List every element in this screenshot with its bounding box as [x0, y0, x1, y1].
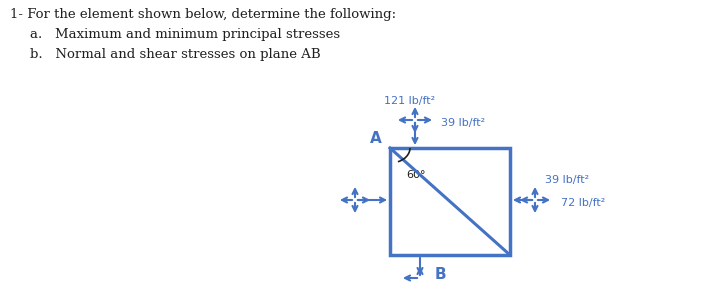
Text: A: A [370, 131, 382, 146]
Bar [390, 148, 510, 255]
Text: b.   Normal and shear stresses on plane AB: b. Normal and shear stresses on plane AB [30, 48, 320, 61]
Text: 39 lb/ft²: 39 lb/ft² [441, 118, 485, 128]
Text: 72 lb/ft²: 72 lb/ft² [561, 198, 605, 208]
Text: B: B [434, 267, 446, 282]
Text: a.   Maximum and minimum principal stresses: a. Maximum and minimum principal stresse… [30, 28, 340, 41]
Text: 39 lb/ft²: 39 lb/ft² [545, 175, 589, 185]
Text: 1- For the element shown below, determine the following:: 1- For the element shown below, determin… [10, 8, 396, 21]
Text: 60°: 60° [406, 170, 426, 180]
Text: 121 lb/ft²: 121 lb/ft² [384, 96, 436, 106]
